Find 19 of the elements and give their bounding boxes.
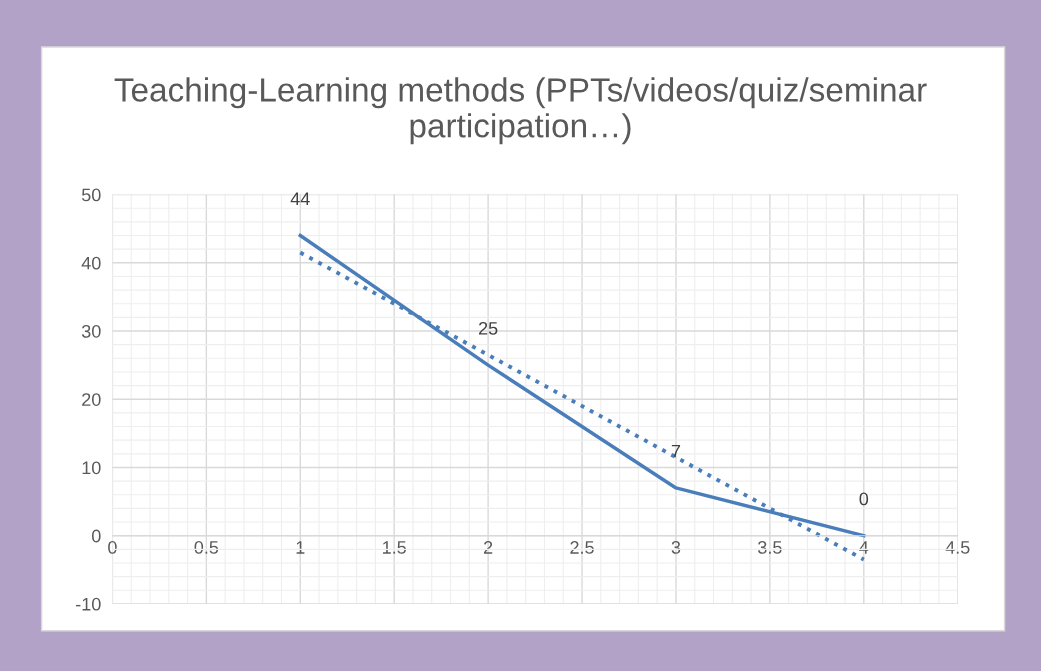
x-tick-label: 2.5 <box>570 541 594 554</box>
x-tick-label: 0 <box>108 541 117 554</box>
x-tick-label: 1 <box>296 541 305 554</box>
x-tick-label: 3 <box>671 541 681 554</box>
x-tick-label: 1.5 <box>383 541 406 554</box>
y-tick-label: -10 <box>76 597 101 611</box>
y-tick-label: 30 <box>81 324 101 338</box>
data-label: 25 <box>478 321 498 335</box>
y-tick-label: 0 <box>91 529 101 543</box>
data-label: 7 <box>671 444 681 458</box>
y-tick-label: 50 <box>81 188 101 202</box>
x-tick-label: 3.5 <box>758 541 782 554</box>
x-tick-label: 2 <box>484 541 493 554</box>
y-tick-label: 20 <box>82 393 101 406</box>
data-label: 44 <box>290 192 310 205</box>
chart-title: Teaching-Learning methods (PPTs/videos/quiz/seminar participation…) <box>114 77 927 145</box>
y-tick-label: 10 <box>82 461 101 475</box>
y-tick-label: 40 <box>81 256 101 270</box>
data-label: 0 <box>859 492 869 506</box>
